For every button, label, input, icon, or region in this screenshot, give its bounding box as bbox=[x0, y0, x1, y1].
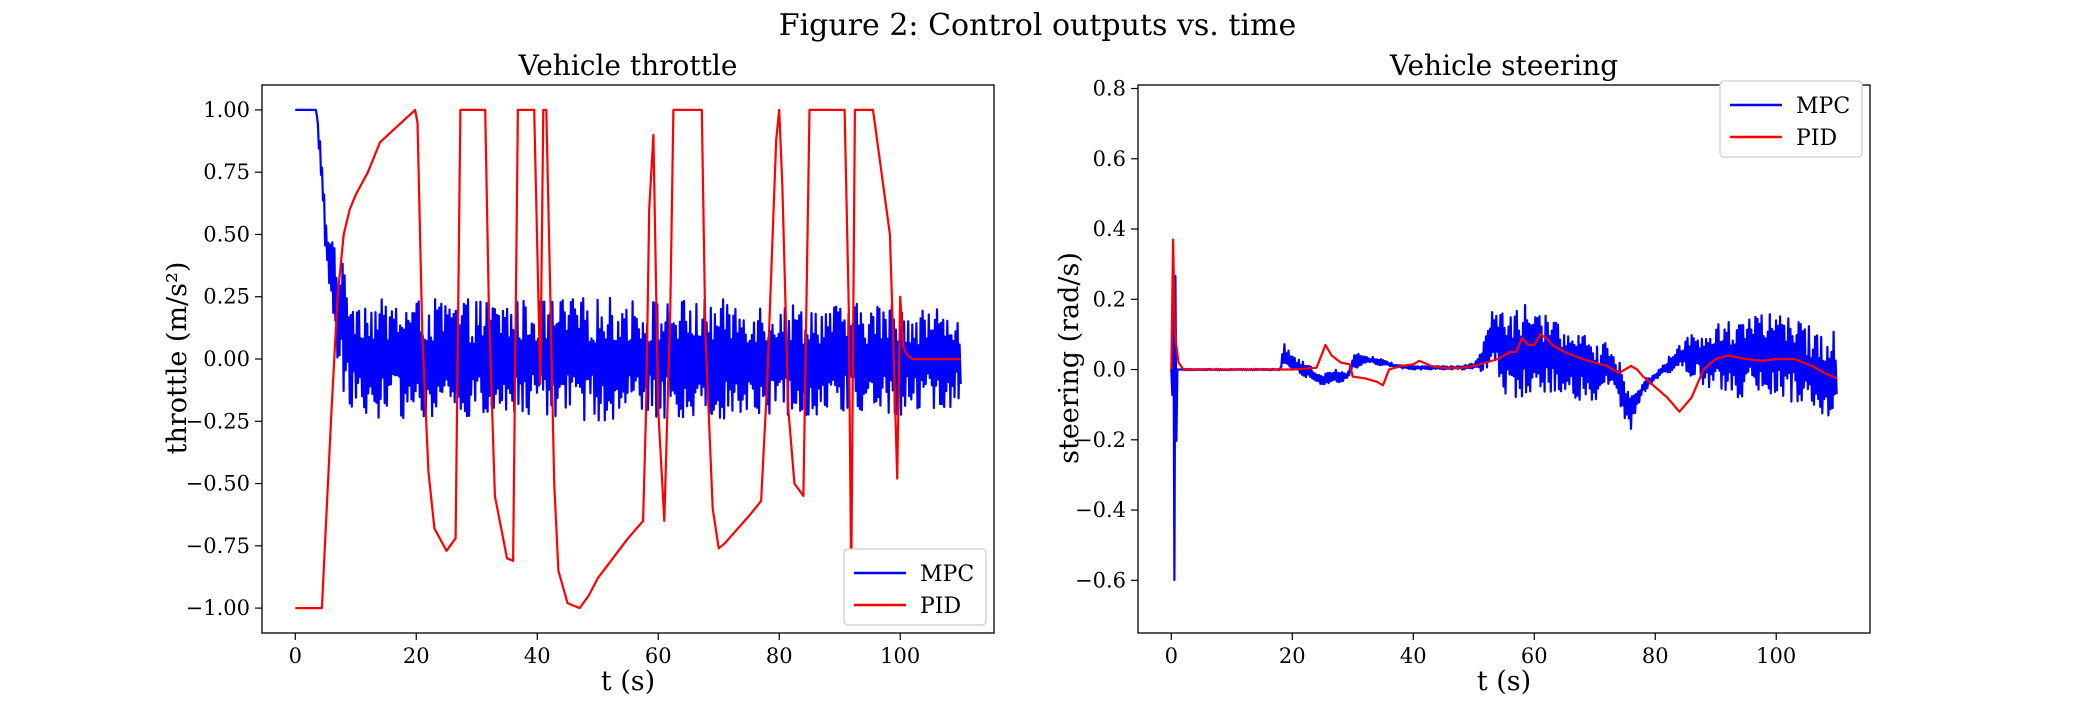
throttle-x-tick-label: 60 bbox=[645, 644, 672, 668]
steering-ticks: 0 20 40 60 80 100 0.8 0.6 0.4 0.2 0.0 −0.2 −0.4 −0.6 bbox=[1075, 77, 1796, 668]
steering-y-tick-label: 0.4 bbox=[1093, 217, 1126, 241]
steering-x-tick-label: 60 bbox=[1521, 644, 1548, 668]
steering-legend: MPC PID bbox=[1719, 80, 1863, 158]
steering-y-tick-label: 0.2 bbox=[1093, 287, 1126, 311]
throttle-y-tick-label: −0.25 bbox=[186, 409, 250, 433]
throttle-y-tick-label: 0.50 bbox=[203, 222, 250, 246]
throttle-legend-label-pid: PID bbox=[920, 594, 961, 619]
steering-y-tick-label: −0.6 bbox=[1075, 568, 1126, 592]
steering-panel-title: Vehicle steering bbox=[1389, 49, 1618, 82]
steering-y-tick-label: 0.6 bbox=[1093, 147, 1126, 171]
throttle-y-tick-label: −1.00 bbox=[186, 596, 250, 620]
steering-y-axis-label: steering (rad/s) bbox=[1054, 252, 1085, 464]
throttle-x-tick-label: 40 bbox=[524, 644, 551, 668]
steering-x-tick-label: 20 bbox=[1279, 644, 1306, 668]
throttle-series-pid bbox=[295, 108, 961, 610]
throttle-y-tick-label: 1.00 bbox=[203, 98, 250, 122]
throttle-y-axis-label: throttle (m/s²) bbox=[162, 262, 193, 455]
steering-x-tick-label: 40 bbox=[1400, 644, 1427, 668]
throttle-y-tick-label: 0.00 bbox=[203, 347, 250, 371]
throttle-panel: Vehicle throttle t (s) throttle (m/s²) 0… bbox=[162, 49, 995, 697]
steering-y-tick-label: −0.4 bbox=[1075, 498, 1126, 522]
steering-plot-area bbox=[1170, 238, 1838, 582]
throttle-plot-area bbox=[295, 108, 962, 610]
throttle-legend: MPC PID bbox=[843, 548, 987, 626]
steering-legend-label-mpc: MPC bbox=[1796, 94, 1850, 119]
throttle-y-tick-label: 0.25 bbox=[203, 285, 250, 309]
steering-x-tick-label: 80 bbox=[1642, 644, 1669, 668]
steering-x-tick-label: 0 bbox=[1165, 644, 1178, 668]
steering-y-tick-label: 0.8 bbox=[1093, 77, 1126, 101]
steering-series-pid bbox=[1170, 238, 1838, 413]
throttle-panel-title: Vehicle throttle bbox=[518, 49, 738, 82]
throttle-legend-box bbox=[843, 548, 987, 626]
figure-title: Figure 2: Control outputs vs. time bbox=[779, 8, 1296, 43]
steering-panel: Vehicle steering t (s) steering (rad/s) … bbox=[1054, 49, 1871, 697]
throttle-x-tick-label: 0 bbox=[289, 644, 302, 668]
throttle-axes-frame bbox=[261, 84, 995, 634]
steering-legend-label-pid: PID bbox=[1796, 126, 1837, 151]
throttle-ticks: 0 20 40 60 80 100 1.00 0.75 0.50 0.25 0.00 −0.25 −0.… bbox=[186, 98, 921, 668]
steering-legend-box bbox=[1719, 80, 1863, 158]
throttle-x-tick-label: 100 bbox=[880, 644, 920, 668]
throttle-series-mpc bbox=[295, 108, 962, 422]
steering-axes-frame bbox=[1137, 84, 1871, 634]
steering-x-tick-label: 100 bbox=[1756, 644, 1796, 668]
throttle-y-tick-label: −0.50 bbox=[186, 472, 250, 496]
throttle-x-tick-label: 20 bbox=[403, 644, 430, 668]
steering-y-tick-label: 0.0 bbox=[1093, 358, 1126, 382]
throttle-y-tick-label: −0.75 bbox=[186, 534, 250, 558]
throttle-x-tick-label: 80 bbox=[766, 644, 793, 668]
steering-series-mpc bbox=[1170, 263, 1838, 582]
steering-y-tick-label: −0.2 bbox=[1075, 428, 1126, 452]
steering-x-axis-label: t (s) bbox=[1477, 666, 1531, 697]
throttle-x-axis-label: t (s) bbox=[601, 666, 655, 697]
throttle-y-tick-label: 0.75 bbox=[203, 160, 250, 184]
throttle-legend-label-mpc: MPC bbox=[920, 562, 974, 587]
